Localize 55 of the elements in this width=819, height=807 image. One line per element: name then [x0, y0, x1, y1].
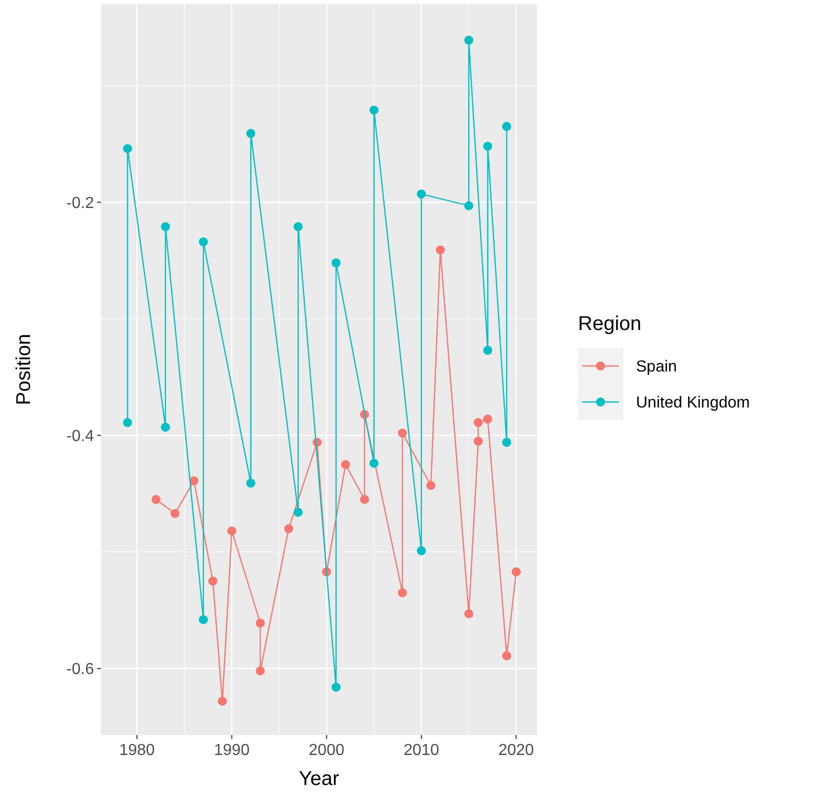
- point: [398, 428, 407, 438]
- point: [464, 609, 474, 618]
- point: [341, 460, 350, 470]
- point: [436, 246, 445, 254]
- x-tick-label: 1990: [214, 742, 250, 759]
- point: [256, 618, 265, 628]
- point: [332, 682, 341, 692]
- point: [474, 436, 483, 446]
- point: [416, 546, 426, 556]
- point: [160, 422, 170, 432]
- point: [246, 128, 256, 138]
- y-tick-label: -0.6: [66, 661, 94, 678]
- point: [170, 508, 180, 518]
- point: [369, 106, 378, 115]
- point: [483, 346, 492, 355]
- point: [294, 222, 303, 232]
- point: [426, 481, 436, 490]
- y-tick-label: -0.2: [66, 194, 94, 212]
- x-tick-label: 2000: [308, 742, 344, 759]
- legend-title: Region: [578, 313, 642, 335]
- point: [502, 438, 512, 447]
- point: [256, 666, 265, 676]
- point: [198, 237, 208, 246]
- point: [360, 494, 369, 504]
- point: [464, 36, 474, 45]
- point: [416, 190, 426, 199]
- legend-label: United Kingdom: [636, 394, 750, 412]
- y-tick-label: -0.4: [66, 428, 94, 445]
- point: [294, 508, 303, 517]
- x-tick-label: 2010: [404, 742, 440, 759]
- point: [227, 526, 236, 536]
- legend-label: Spain: [636, 358, 677, 376]
- point: [246, 478, 256, 488]
- point: [502, 651, 512, 660]
- point: [160, 222, 170, 232]
- x-axis-title: Year: [298, 768, 340, 790]
- point: [474, 418, 483, 428]
- point: [218, 696, 227, 706]
- point: [208, 576, 218, 586]
- point: [398, 588, 407, 598]
- point: [332, 258, 341, 268]
- point: [198, 615, 208, 624]
- x-tick-label: 1980: [119, 742, 155, 759]
- point: [151, 494, 160, 504]
- point: [512, 567, 521, 576]
- point: [483, 142, 492, 151]
- y-axis-title: Position: [13, 334, 35, 406]
- point: [369, 458, 378, 468]
- point: [123, 418, 132, 428]
- x-tick-label: 2020: [498, 742, 534, 759]
- point: [123, 144, 132, 154]
- point: [483, 414, 492, 424]
- point: [502, 122, 512, 131]
- point: [284, 524, 294, 534]
- point: [464, 201, 474, 210]
